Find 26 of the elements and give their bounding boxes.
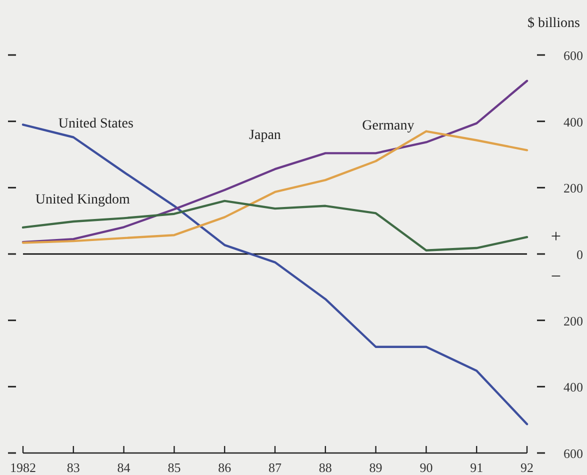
x-tick-label: 87 xyxy=(268,460,282,475)
series-label: United Kingdom xyxy=(35,192,130,208)
y-axis-title: $ billions xyxy=(527,16,580,31)
x-tick-label: 88 xyxy=(318,460,332,475)
x-tick-label: 84 xyxy=(117,460,131,475)
x-tick-label: 92 xyxy=(520,460,534,475)
text: + xyxy=(550,226,562,246)
y-tick-label: 200 xyxy=(564,313,583,328)
y-tick-label: 200 xyxy=(564,180,583,196)
series-label: Japan xyxy=(249,128,281,144)
x-tick-label: 90 xyxy=(420,460,433,475)
x-tick-label: 83 xyxy=(66,460,80,475)
x-tick-label: 91 xyxy=(470,460,484,475)
x-tick-label: 86 xyxy=(218,460,232,475)
y-tick-label: 600 xyxy=(564,48,583,63)
x-tick-label: 1982 xyxy=(10,460,36,475)
y-tick-label: 0 xyxy=(576,247,583,262)
series-label: Germany xyxy=(362,118,414,134)
series-label: United States xyxy=(58,116,134,132)
y-tick-label: 400 xyxy=(564,114,583,130)
text: − xyxy=(550,266,562,286)
line-series xyxy=(22,80,528,244)
x-tick-label: 89 xyxy=(369,460,382,475)
x-tick-label: 85 xyxy=(168,460,181,475)
y-tick-label: 600 xyxy=(564,446,583,461)
y-tick-label: 400 xyxy=(564,380,583,395)
